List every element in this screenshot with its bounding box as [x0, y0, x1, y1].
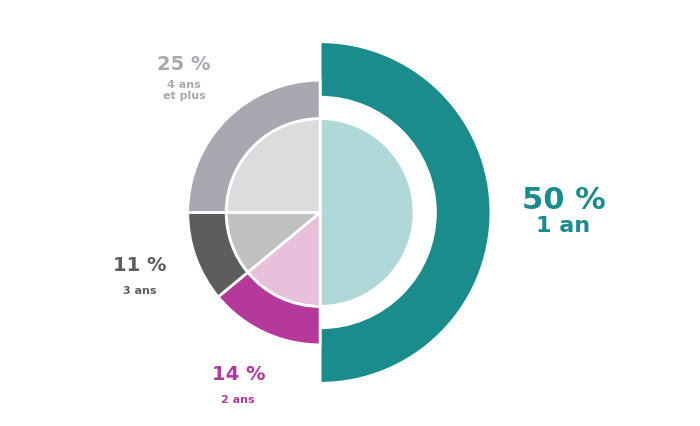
Wedge shape	[188, 213, 248, 297]
Text: 3 ans: 3 ans	[122, 286, 156, 296]
Text: 11 %: 11 %	[113, 256, 166, 275]
Text: 14 %: 14 %	[211, 364, 265, 383]
Wedge shape	[188, 81, 320, 213]
Text: 4 ans
et plus: 4 ans et plus	[163, 80, 206, 101]
Wedge shape	[248, 213, 320, 307]
Text: 50 %: 50 %	[522, 186, 606, 215]
Wedge shape	[320, 119, 414, 307]
Text: 1 an: 1 an	[536, 216, 591, 236]
Wedge shape	[226, 213, 320, 273]
Text: 25 %: 25 %	[158, 55, 211, 74]
Wedge shape	[320, 43, 491, 383]
Wedge shape	[218, 273, 320, 345]
Wedge shape	[226, 119, 320, 213]
Text: 2 ans: 2 ans	[221, 394, 255, 404]
